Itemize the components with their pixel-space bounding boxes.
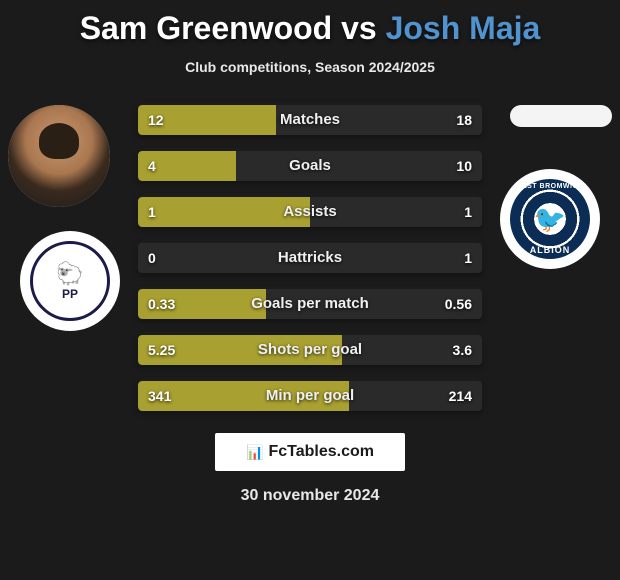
stat-row: Goals4 10 — [138, 151, 482, 181]
vs-text: vs — [341, 10, 377, 46]
stat-value-right: 3.6 — [453, 335, 472, 365]
stat-value-left: 341 — [148, 381, 171, 411]
subtitle: Club competitions, Season 2024/2025 — [0, 59, 620, 75]
wba-top-text: EST BROMWIC — [522, 183, 578, 190]
stat-row: Shots per goal5.25 3.6 — [138, 335, 482, 365]
bird-icon: 🐦 — [534, 204, 566, 235]
stat-row: Goals per match0.33 0.56 — [138, 289, 482, 319]
stat-value-left: 1 — [148, 197, 156, 227]
stat-bars: Matches1218Goals410Assists11Hattricks01G… — [138, 105, 482, 427]
player2-club-badge: EST BROMWIC 🐦 ALBION — [500, 169, 600, 269]
snapshot-date: 30 november 2024 — [0, 487, 620, 505]
stat-label: Hattricks — [138, 243, 482, 273]
stat-value-left: 0 — [148, 243, 156, 273]
stat-value-right: 18 — [456, 105, 472, 135]
comparison-title: Sam Greenwood vs Josh Maja — [0, 0, 620, 47]
pne-crest: 🐑 PP — [30, 241, 110, 321]
player1-avatar — [8, 105, 110, 207]
stat-row: Assists1 1 — [138, 197, 482, 227]
stat-value-left: 5.25 — [148, 335, 175, 365]
player1-name: Sam Greenwood — [80, 10, 333, 46]
stat-label: Goals per match — [138, 289, 482, 319]
stat-row: Matches12 18 — [138, 105, 482, 135]
brand-text: FcTables.com — [268, 443, 374, 461]
stat-value-left: 4 — [148, 151, 156, 181]
stat-label: Min per goal — [138, 381, 482, 411]
chart-icon: 📊 — [246, 444, 260, 461]
stat-value-right: 1 — [464, 197, 472, 227]
stat-value-right: 10 — [456, 151, 472, 181]
stat-row: Min per goal341 214 — [138, 381, 482, 411]
player1-club-badge: 🐑 PP — [20, 231, 120, 331]
player2-avatar — [510, 105, 612, 127]
wba-bottom-text: ALBION — [530, 245, 571, 255]
lamb-icon: 🐑 — [56, 261, 83, 287]
player1-photo — [8, 105, 110, 207]
pne-initials: PP — [62, 287, 78, 301]
stat-value-left: 0.33 — [148, 289, 175, 319]
stat-label: Goals — [138, 151, 482, 181]
stat-value-right: 1 — [464, 243, 472, 273]
comparison-chart: 🐑 PP EST BROMWIC 🐦 ALBION Matches12 18 Goa… — [0, 105, 620, 415]
wba-crest: EST BROMWIC 🐦 ALBION — [510, 179, 590, 259]
stat-row: Hattricks0 1 — [138, 243, 482, 273]
player2-name: Josh Maja — [386, 10, 541, 46]
stat-value-left: 12 — [148, 105, 164, 135]
stat-label: Matches — [138, 105, 482, 135]
stat-value-right: 0.56 — [445, 289, 472, 319]
stat-label: Shots per goal — [138, 335, 482, 365]
stat-label: Assists — [138, 197, 482, 227]
brand-logo[interactable]: 📊 FcTables.com — [215, 433, 405, 471]
stat-value-right: 214 — [449, 381, 472, 411]
